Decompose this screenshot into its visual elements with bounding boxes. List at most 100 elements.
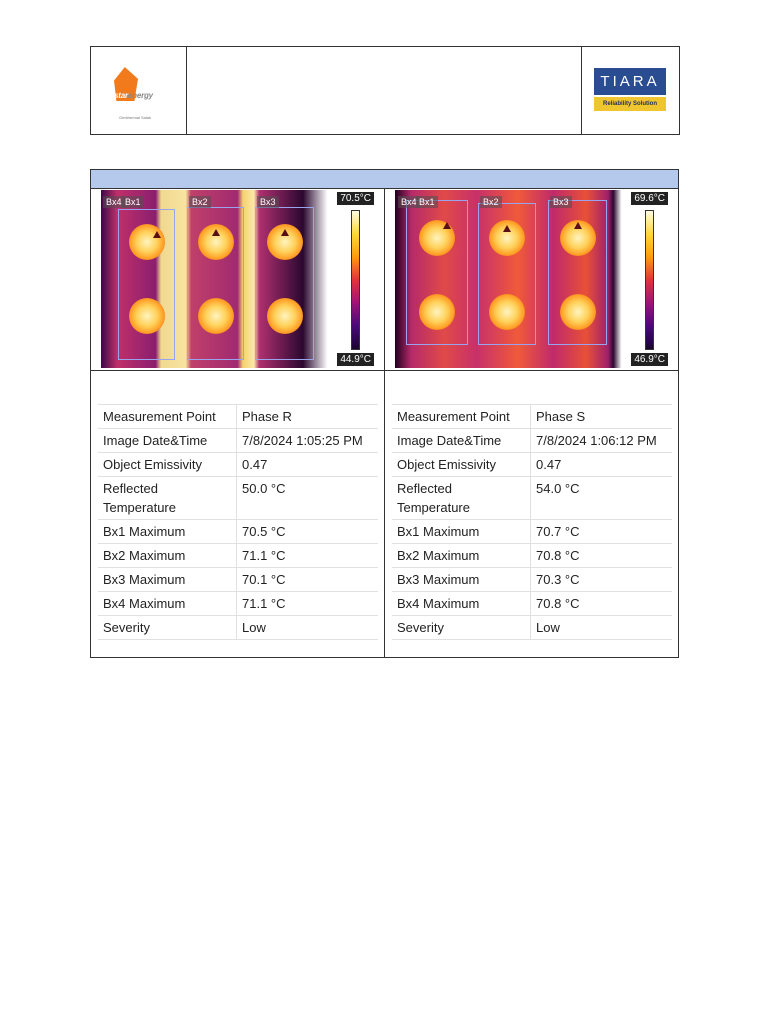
temperature-scale: 69.6°C 46.9°C bbox=[622, 190, 668, 368]
max-marker-icon bbox=[503, 225, 511, 232]
header-title-cell bbox=[187, 47, 581, 134]
table-row: Object Emissivity 0.47 bbox=[98, 452, 378, 477]
row-key: Measurement Point bbox=[392, 404, 531, 429]
row-key: Image Date&Time bbox=[98, 428, 237, 453]
row-value: 70.7 °C bbox=[530, 519, 672, 544]
row-value: Low bbox=[236, 615, 378, 640]
panel-phase-s: Bx4 Bx1 Bx2 Bx3 69.6°C 46.9°C Measurement Poi… bbox=[384, 188, 678, 657]
row-value: 70.5 °C bbox=[236, 519, 378, 544]
temperature-scale: 70.5°C 44.9°C bbox=[328, 190, 374, 368]
row-value: 70.1 °C bbox=[236, 567, 378, 592]
box-label: Bx4 bbox=[103, 196, 125, 208]
measurement-table: Measurement Point Phase R Image Date&Time 7… bbox=[98, 404, 378, 640]
table-row: Bx2 Maximum 71.1 °C bbox=[98, 543, 378, 568]
header-right-cell: TIARA Reliability Solution bbox=[581, 47, 679, 134]
box-label: Bx1 bbox=[122, 196, 144, 208]
panel-phase-r: Bx4 Bx1 Bx2 Bx3 70.5°C 44.9°C Measurement Poi… bbox=[91, 188, 384, 657]
table-row: Image Date&Time 7/8/2024 1:06:12 PM bbox=[392, 428, 672, 453]
row-value: 7/8/2024 1:06:12 PM bbox=[530, 428, 672, 453]
logo-subtitle: Geothermal Salak bbox=[119, 115, 152, 120]
measurement-box bbox=[118, 209, 175, 360]
table-row: Bx1 Maximum 70.7 °C bbox=[392, 519, 672, 544]
row-value: 70.8 °C bbox=[530, 543, 672, 568]
row-key: Bx3 Maximum bbox=[392, 567, 531, 592]
bolt-hotspot bbox=[489, 294, 525, 330]
row-key: Bx1 Maximum bbox=[98, 519, 237, 544]
thermal-image: Bx4 Bx1 Bx2 Bx3 69.6°C 46.9°C bbox=[395, 190, 668, 368]
bolt-hotspot bbox=[197, 298, 234, 334]
inspection-table: Bx4 Bx1 Bx2 Bx3 70.5°C 44.9°C Measurement Poi… bbox=[90, 169, 679, 658]
table-row: Measurement Point Phase R bbox=[98, 404, 378, 429]
box-label: Bx2 bbox=[480, 196, 502, 208]
scale-min-label: 46.9°C bbox=[631, 353, 668, 366]
tiara-logo-title: TIARA bbox=[594, 68, 666, 95]
star-energy-logo: starenergy Geothermal Salak bbox=[111, 65, 171, 120]
row-value: 7/8/2024 1:05:25 PM bbox=[236, 428, 378, 453]
table-row: Reflected Temperature 50.0 °C bbox=[98, 476, 378, 520]
box-label: Bx1 bbox=[416, 196, 438, 208]
tiara-logo-subtitle: Reliability Solution bbox=[594, 97, 666, 111]
tiara-logo: TIARA Reliability Solution bbox=[594, 68, 666, 114]
scale-max-label: 70.5°C bbox=[337, 192, 374, 205]
row-value: Phase R bbox=[236, 404, 378, 429]
row-key: Bx1 Maximum bbox=[392, 519, 531, 544]
row-key: Reflected Temperature bbox=[98, 476, 237, 520]
table-row: Bx1 Maximum 70.5 °C bbox=[98, 519, 378, 544]
table-row: Severity Low bbox=[392, 615, 672, 640]
row-key: Object Emissivity bbox=[98, 452, 237, 477]
thermal-image: Bx4 Bx1 Bx2 Bx3 70.5°C 44.9°C bbox=[101, 190, 374, 368]
row-value: 0.47 bbox=[236, 452, 378, 477]
bolt-hotspot bbox=[128, 224, 165, 260]
table-row: Object Emissivity 0.47 bbox=[392, 452, 672, 477]
row-value: 54.0 °C bbox=[530, 476, 672, 520]
measurement-table: Measurement Point Phase S Image Date&Time 7… bbox=[392, 404, 672, 640]
row-key: Object Emissivity bbox=[392, 452, 531, 477]
max-marker-icon bbox=[211, 229, 220, 236]
measurement-box bbox=[255, 207, 314, 360]
row-value: 0.47 bbox=[530, 452, 672, 477]
measurement-box bbox=[187, 207, 244, 360]
row-key: Bx3 Maximum bbox=[98, 567, 237, 592]
bolt-hotspot bbox=[559, 294, 596, 330]
measurement-box bbox=[478, 203, 536, 345]
row-value: 70.3 °C bbox=[530, 567, 672, 592]
row-value: 50.0 °C bbox=[236, 476, 378, 520]
max-marker-icon bbox=[152, 231, 161, 238]
max-marker-icon bbox=[573, 222, 582, 229]
bolt-hotspot bbox=[128, 298, 165, 334]
scale-max-label: 69.6°C bbox=[631, 192, 668, 205]
row-value: Low bbox=[530, 615, 672, 640]
table-row: Reflected Temperature 54.0 °C bbox=[392, 476, 672, 520]
bolt-hotspot bbox=[419, 294, 455, 330]
row-value: 71.1 °C bbox=[236, 591, 378, 616]
row-key: Measurement Point bbox=[98, 404, 237, 429]
box-label: Bx4 bbox=[398, 196, 420, 208]
box-label: Bx3 bbox=[257, 196, 279, 208]
report-header: starenergy Geothermal Salak TIARA Reliab… bbox=[90, 46, 680, 135]
table-row: Bx3 Maximum 70.1 °C bbox=[98, 567, 378, 592]
color-scale-bar bbox=[351, 210, 360, 350]
row-key: Bx2 Maximum bbox=[98, 543, 237, 568]
row-key: Image Date&Time bbox=[392, 428, 531, 453]
row-key: Bx4 Maximum bbox=[98, 591, 237, 616]
table-row: Image Date&Time 7/8/2024 1:05:25 PM bbox=[98, 428, 378, 453]
row-key: Reflected Temperature bbox=[392, 476, 531, 520]
box-label: Bx2 bbox=[189, 196, 211, 208]
table-row: Severity Low bbox=[98, 615, 378, 640]
color-scale-bar bbox=[645, 210, 654, 350]
row-key: Bx4 Maximum bbox=[392, 591, 531, 616]
max-marker-icon bbox=[280, 229, 289, 236]
bolt-hotspot bbox=[266, 298, 303, 334]
table-row: Bx3 Maximum 70.3 °C bbox=[392, 567, 672, 592]
table-row: Bx2 Maximum 70.8 °C bbox=[392, 543, 672, 568]
row-key: Severity bbox=[392, 615, 531, 640]
box-label: Bx3 bbox=[550, 196, 572, 208]
row-key: Severity bbox=[98, 615, 237, 640]
table-title-bar bbox=[91, 170, 678, 189]
row-value: Phase S bbox=[530, 404, 672, 429]
max-marker-icon bbox=[443, 222, 451, 229]
measurement-box bbox=[548, 200, 607, 345]
table-row: Measurement Point Phase S bbox=[392, 404, 672, 429]
header-left-cell: starenergy Geothermal Salak bbox=[91, 47, 187, 134]
scale-min-label: 44.9°C bbox=[337, 353, 374, 366]
